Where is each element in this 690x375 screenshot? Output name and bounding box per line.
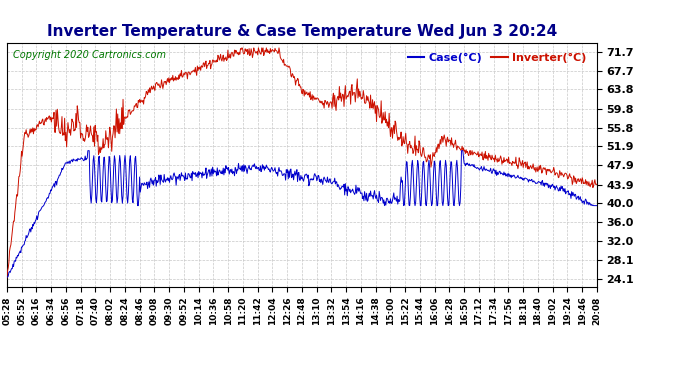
Text: Copyright 2020 Cartronics.com: Copyright 2020 Cartronics.com <box>13 51 166 60</box>
Legend: Case(°C), Inverter(°C): Case(°C), Inverter(°C) <box>403 49 591 68</box>
Title: Inverter Temperature & Case Temperature Wed Jun 3 20:24: Inverter Temperature & Case Temperature … <box>47 24 557 39</box>
